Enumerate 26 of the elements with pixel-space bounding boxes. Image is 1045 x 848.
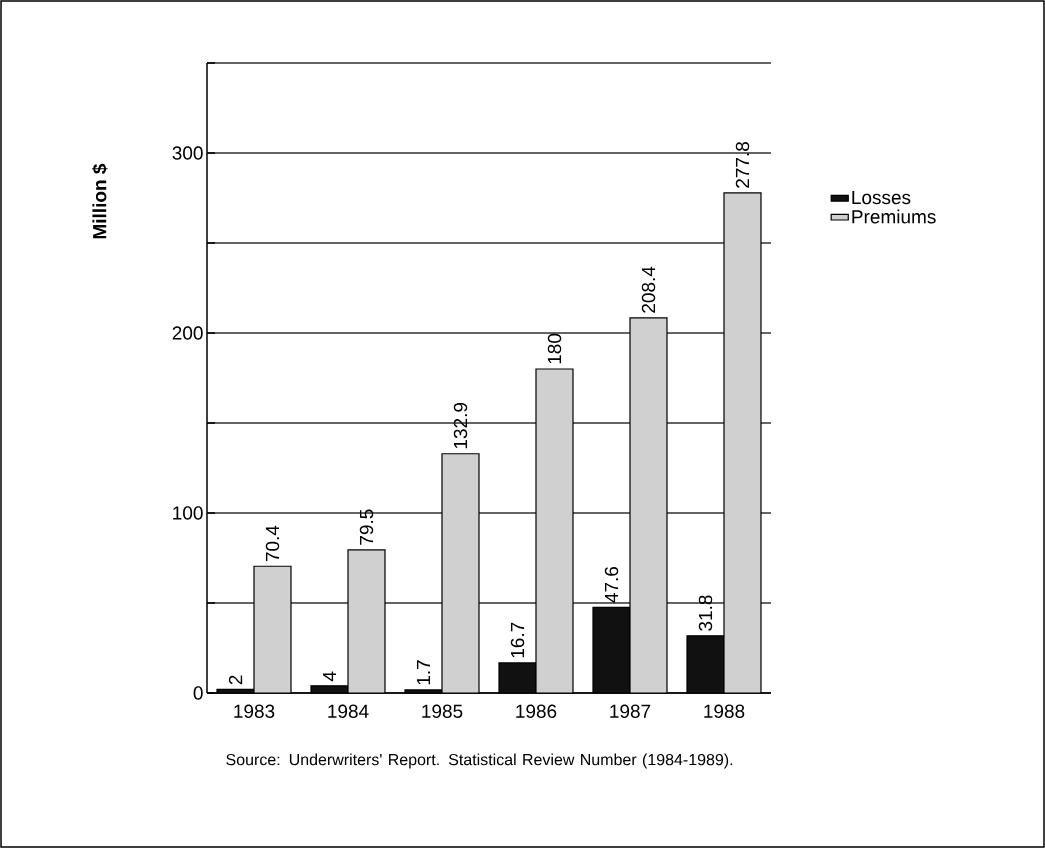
y-tick-label: 100 [173,506,203,520]
y-tick-label: 0 [193,686,203,700]
legend-label: Losses [852,190,911,205]
data-label: 47.6 [604,566,619,603]
data-label: 180 [547,333,562,364]
y-tick-label: 200 [172,326,203,340]
data-label: 132.9 [453,402,468,449]
x-tick-label: 1983 [234,704,275,718]
data-label: 2 [228,675,243,685]
legend-label: Premiums [852,209,936,224]
data-label: 277.8 [735,142,750,188]
data-label: 1.7 [416,660,431,685]
data-label: 16.7 [510,622,525,658]
x-tick-label: 1988 [704,704,745,718]
source-note: Source: Underwriters' Report. Statistical Review Number (1984-1989). [226,753,733,769]
x-tick-label: 1985 [422,704,463,718]
x-tick-label: 1984 [328,704,369,718]
data-label: 79.5 [359,509,374,545]
x-tick-label: 1987 [610,704,651,718]
data-label: 31.8 [698,595,713,631]
y-tick-label: 300 [172,146,203,160]
x-tick-label: 1986 [516,704,557,718]
data-label: 4 [322,671,337,682]
y-axis-title: Million $ [92,163,108,239]
data-label: 70.4 [265,525,280,562]
data-label: 208.4 [641,266,656,313]
